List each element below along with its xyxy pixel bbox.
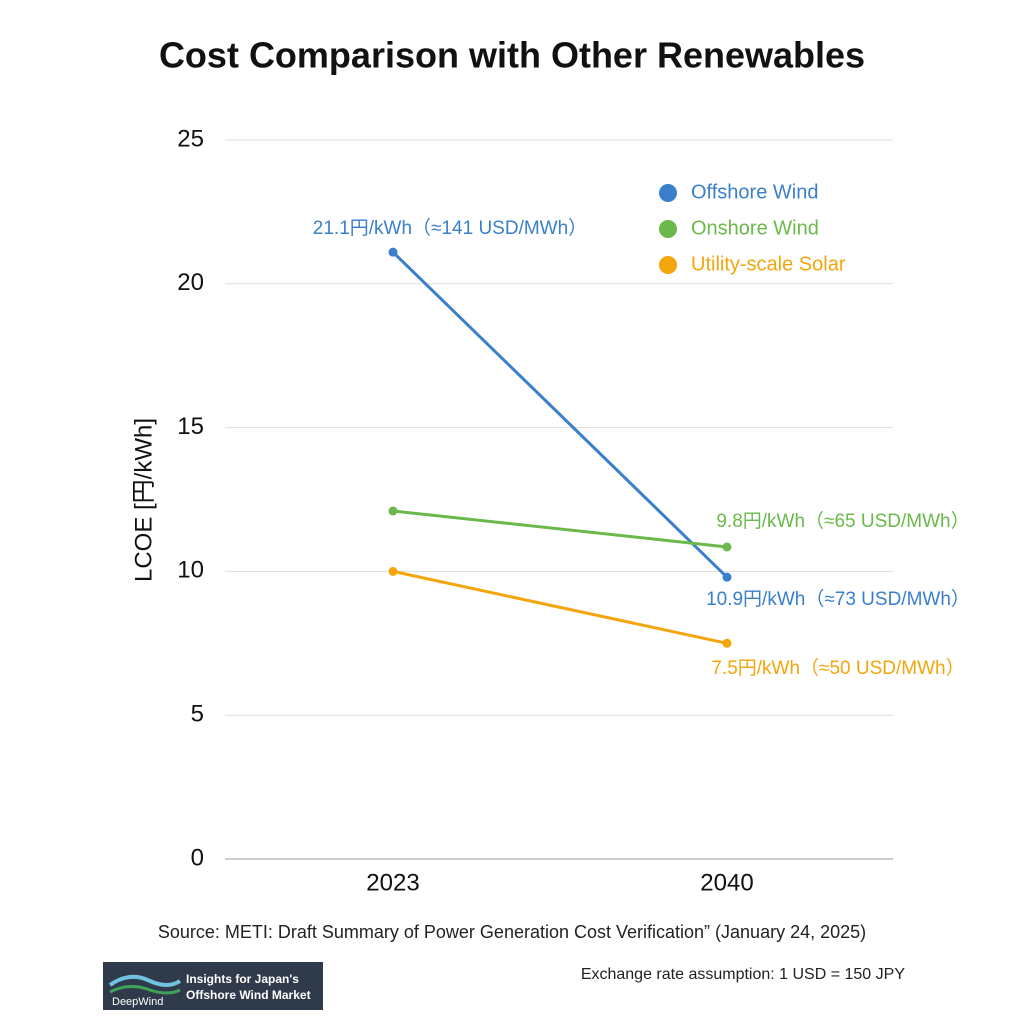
series-line xyxy=(392,569,728,645)
y-tick-label: 25 xyxy=(177,125,204,152)
y-tick-label: 5 xyxy=(191,701,204,728)
data-point xyxy=(722,638,732,648)
x-tick-label: 2040 xyxy=(700,869,753,896)
y-tick-label: 10 xyxy=(177,557,204,584)
legend-label: Utility-scale Solar xyxy=(691,253,846,275)
legend-label: Offshore Wind xyxy=(691,181,818,203)
source: Source: METI: Draft Summary of Power Gen… xyxy=(158,922,866,942)
x-tick-label: 2023 xyxy=(366,869,419,896)
y-axis-label: LCOE [円/kWh] xyxy=(130,418,157,582)
logo-text: DeepWind xyxy=(112,996,163,1008)
logo-wave xyxy=(109,985,181,995)
series-line xyxy=(391,251,729,579)
logo-text: Insights for Japan's xyxy=(186,972,299,986)
chart-title: Cost Comparison with Other Renewables xyxy=(159,35,865,76)
note: Exchange rate assumption: 1 USD = 150 JP… xyxy=(581,966,906,983)
annotation: 9.8円/kWh（≈65 USD/MWh） xyxy=(716,510,969,532)
legend-marker xyxy=(659,256,677,274)
data-point xyxy=(722,542,732,552)
logo: Insights for Japan's Offshore Wind Marke… xyxy=(103,962,323,1010)
legend-marker xyxy=(659,184,677,202)
annotation: 7.5円/kWh（≈50 USD/MWh） xyxy=(711,657,964,679)
legend-label: Onshore Wind xyxy=(691,217,819,239)
y-tick-label: 20 xyxy=(177,269,204,296)
annotation: 10.9円/kWh（≈73 USD/MWh） xyxy=(706,588,970,610)
data-point xyxy=(388,247,398,257)
y-tick-label: 15 xyxy=(177,413,204,440)
annotation: 21.1円/kWh（≈141 USD/MWh） xyxy=(313,217,587,239)
logo-wave xyxy=(108,974,182,987)
series-line xyxy=(392,509,728,549)
y-tick-label: 0 xyxy=(191,844,204,871)
legend-marker xyxy=(659,220,677,238)
data-point xyxy=(388,506,398,516)
logo-text: Offshore Wind Market xyxy=(186,988,311,1002)
data-point xyxy=(722,572,732,582)
data-point xyxy=(388,566,398,576)
